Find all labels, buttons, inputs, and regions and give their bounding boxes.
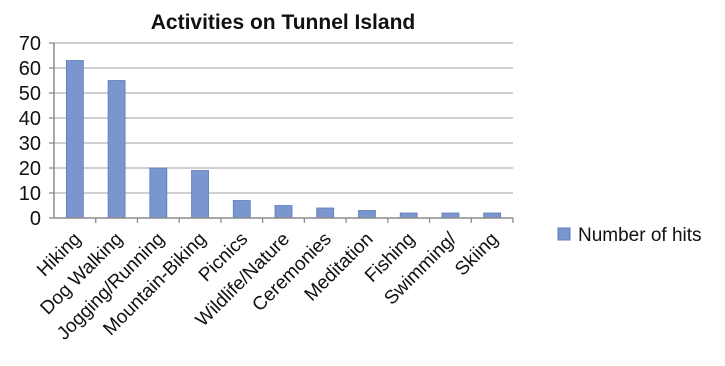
y-tick-label: 0 <box>30 208 41 230</box>
bar-hiking <box>65 60 84 219</box>
y-tick-label: 50 <box>19 83 41 105</box>
bars <box>65 60 502 219</box>
y-tick-label: 40 <box>19 108 41 130</box>
legend: Number of hits <box>557 225 702 246</box>
gridlines <box>54 42 513 194</box>
bar-picnics <box>232 200 251 219</box>
legend-label: Number of hits <box>578 225 702 246</box>
chart-title: Activities on Tunnel Island <box>151 11 415 34</box>
y-tick-label: 70 <box>19 33 41 55</box>
y-tick-label: 30 <box>19 133 41 155</box>
y-tick-label: 20 <box>19 158 41 180</box>
y-tick-label: 10 <box>19 183 41 205</box>
bar-meditation <box>358 210 376 219</box>
y-axis-ticks: 0 10 20 30 40 50 60 70 <box>19 33 54 230</box>
bar-ceremonies <box>316 207 335 219</box>
bar-wildlife-nature <box>274 205 293 219</box>
bar-dog-walking <box>107 80 126 219</box>
bar-jogging-running <box>149 167 168 219</box>
y-tick-label: 60 <box>19 58 41 80</box>
x-tick-label: Skiing <box>451 229 502 280</box>
bar-mountain-biking <box>191 170 209 219</box>
legend-swatch <box>557 227 571 241</box>
